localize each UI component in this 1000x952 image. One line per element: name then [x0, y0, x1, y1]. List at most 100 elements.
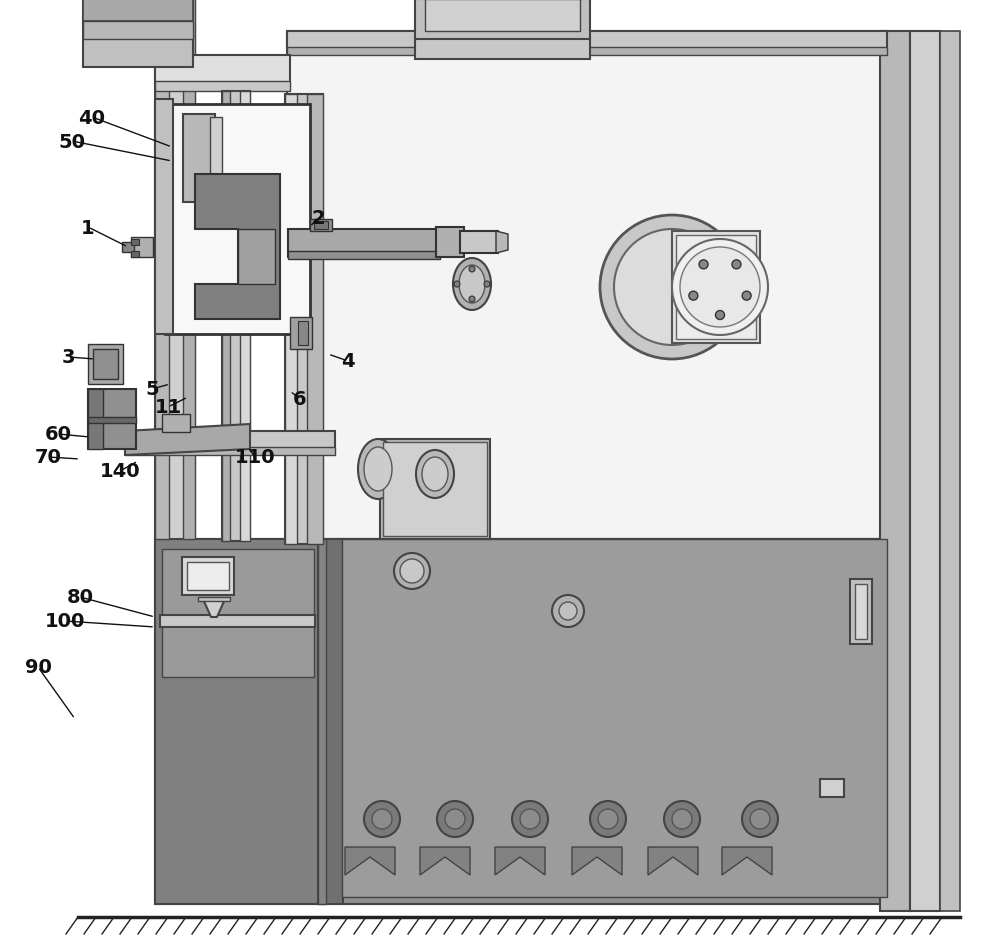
Bar: [288, 229, 440, 258]
Bar: [131, 251, 139, 258]
Bar: [672, 231, 760, 344]
Bar: [415, 0, 590, 40]
Circle shape: [689, 292, 698, 301]
Circle shape: [600, 216, 744, 360]
Bar: [83, 0, 193, 22]
Bar: [676, 236, 756, 340]
Bar: [155, 540, 323, 904]
Bar: [285, 95, 323, 545]
Bar: [83, 0, 193, 68]
Bar: [183, 0, 195, 540]
Bar: [155, 82, 290, 92]
Bar: [210, 118, 222, 200]
Bar: [314, 222, 328, 229]
Circle shape: [552, 595, 584, 627]
Bar: [290, 318, 312, 349]
Ellipse shape: [416, 450, 454, 499]
Bar: [436, 228, 464, 258]
Text: 110: 110: [235, 448, 275, 467]
Bar: [287, 32, 887, 50]
Polygon shape: [496, 231, 508, 254]
Bar: [910, 32, 940, 911]
Text: 5: 5: [145, 380, 159, 399]
Circle shape: [520, 809, 540, 829]
Bar: [88, 345, 123, 385]
Ellipse shape: [453, 259, 491, 310]
Circle shape: [437, 802, 473, 837]
Text: 60: 60: [45, 425, 72, 444]
Text: 1: 1: [81, 218, 95, 237]
Bar: [122, 243, 134, 252]
Circle shape: [469, 297, 475, 303]
Bar: [155, 540, 885, 904]
Bar: [880, 32, 910, 911]
Polygon shape: [125, 425, 250, 455]
Bar: [155, 0, 169, 540]
Polygon shape: [345, 847, 395, 875]
Circle shape: [750, 809, 770, 829]
Bar: [131, 238, 153, 258]
Bar: [88, 389, 103, 449]
Ellipse shape: [358, 440, 398, 500]
Bar: [240, 92, 250, 542]
Circle shape: [732, 261, 741, 269]
Circle shape: [672, 809, 692, 829]
Circle shape: [559, 603, 577, 621]
Bar: [285, 95, 297, 545]
Text: 80: 80: [67, 588, 94, 606]
Bar: [342, 540, 887, 904]
Circle shape: [680, 248, 760, 327]
Polygon shape: [203, 600, 225, 617]
Text: 70: 70: [35, 448, 61, 467]
Bar: [287, 48, 887, 56]
Circle shape: [598, 809, 618, 829]
Bar: [198, 597, 230, 602]
Bar: [850, 580, 872, 645]
Polygon shape: [495, 847, 545, 875]
Circle shape: [372, 809, 392, 829]
Bar: [187, 563, 229, 590]
Circle shape: [394, 553, 430, 589]
Bar: [318, 540, 343, 904]
Bar: [155, 100, 173, 335]
Polygon shape: [572, 847, 622, 875]
Bar: [940, 32, 960, 911]
Circle shape: [469, 267, 475, 272]
Polygon shape: [195, 175, 280, 320]
Circle shape: [590, 802, 626, 837]
Bar: [425, 0, 580, 32]
Bar: [460, 231, 498, 254]
Circle shape: [364, 802, 400, 837]
Ellipse shape: [459, 266, 485, 304]
Bar: [342, 540, 887, 897]
Text: 140: 140: [100, 462, 140, 481]
Bar: [380, 440, 490, 540]
Text: 40: 40: [79, 109, 106, 128]
Text: 6: 6: [293, 390, 307, 409]
Bar: [155, 0, 195, 540]
Text: 100: 100: [45, 612, 85, 631]
Text: 11: 11: [154, 398, 182, 417]
Bar: [162, 414, 190, 432]
Bar: [298, 322, 308, 346]
Bar: [287, 32, 887, 540]
Bar: [310, 220, 332, 231]
Polygon shape: [420, 847, 470, 875]
Ellipse shape: [364, 447, 392, 491]
Circle shape: [400, 560, 424, 584]
Bar: [162, 549, 314, 677]
Bar: [165, 105, 310, 335]
Bar: [160, 615, 315, 627]
Bar: [222, 92, 250, 542]
Bar: [318, 540, 326, 904]
Bar: [307, 95, 323, 545]
Bar: [183, 115, 215, 203]
Bar: [855, 585, 867, 640]
Ellipse shape: [422, 458, 448, 491]
Bar: [383, 443, 487, 536]
Bar: [131, 240, 139, 246]
Bar: [415, 38, 590, 60]
Text: 4: 4: [341, 352, 355, 371]
Text: 90: 90: [25, 658, 51, 677]
Bar: [83, 22, 193, 40]
